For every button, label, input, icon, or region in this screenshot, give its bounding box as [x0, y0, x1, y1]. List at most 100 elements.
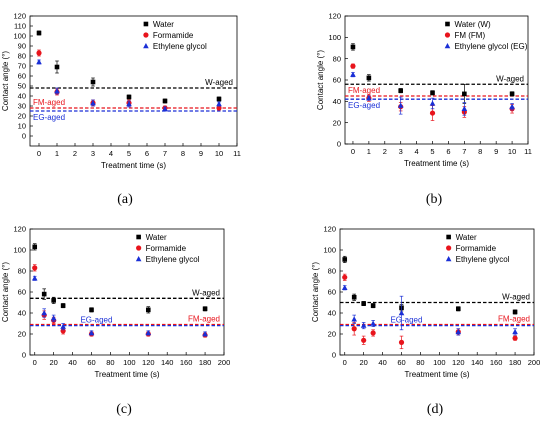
x-tick-label: 60: [87, 358, 95, 367]
y-axis-title: Contact angle (°): [1, 262, 10, 322]
legend-marker: [446, 234, 451, 240]
chart-panel: 0 1 2 3 4 5 6 7 8 9 10 11 0 20 40 60 80 100 120 Treatment t…: [316, 12, 532, 207]
legend-marker: [446, 245, 452, 251]
data-point: [350, 71, 356, 77]
reference-line-label: EG-aged: [348, 101, 380, 110]
x-tick-label: 0: [343, 358, 347, 367]
x-tick-label: 100: [433, 358, 446, 367]
x-tick-label: 160: [180, 358, 193, 367]
data-point: [429, 110, 436, 116]
data-point: [455, 328, 462, 335]
y-tick-label: 0: [22, 132, 26, 141]
data-point: [216, 101, 222, 107]
data-point: [89, 307, 94, 313]
x-tick-label: 100: [123, 358, 136, 367]
panel-label: (a): [117, 192, 133, 207]
y-tick-label: 40: [328, 309, 336, 318]
x-tick-label: 4: [109, 149, 113, 158]
x-tick-label: 20: [359, 358, 367, 367]
y-axis-title: Contact angle (°): [316, 50, 325, 110]
x-tick-label: 6: [145, 149, 149, 158]
legend-label: Ethylene glycol: [153, 42, 207, 51]
data-point: [342, 257, 348, 262]
x-tick-label: 80: [416, 358, 424, 367]
y-tick-label: 60: [328, 288, 336, 297]
x-tick-label: 10: [508, 147, 516, 156]
data-point: [361, 301, 366, 306]
x-tick-label: 4: [415, 147, 419, 156]
data-point: [350, 44, 356, 50]
y-tick-label: 40: [333, 97, 341, 106]
y-tick-label: 30: [18, 102, 26, 111]
x-tick-label: 9: [199, 149, 203, 158]
data-point: [398, 339, 405, 345]
x-tick-label: 10: [215, 149, 223, 158]
legend-marker: [143, 43, 149, 49]
data-point: [341, 284, 348, 290]
data-point: [509, 103, 515, 109]
legend-label: Ethylene glycol: [456, 255, 510, 264]
y-axis-title: Contact angle (°): [311, 262, 320, 322]
data-point: [36, 59, 42, 65]
legend-label: Ethylene glycol (EG): [454, 42, 527, 51]
x-tick-label: 7: [163, 149, 167, 158]
x-tick-label: 6: [446, 147, 450, 156]
x-tick-label: 200: [218, 358, 231, 367]
y-tick-label: 120: [328, 12, 341, 21]
data-point: [126, 101, 132, 107]
data-point: [370, 330, 376, 336]
x-tick-label: 11: [233, 149, 241, 158]
legend-label: Formamide: [146, 244, 187, 253]
x-axis-title: Treatment time (s): [101, 161, 166, 170]
legend-label: Water (W): [454, 20, 490, 29]
data-point: [162, 98, 168, 104]
data-point: [366, 75, 372, 81]
y-tick-label: 70: [18, 62, 26, 71]
y-tick-label: 80: [333, 54, 341, 63]
y-tick-label: 120: [323, 225, 336, 234]
data-point: [351, 326, 357, 332]
x-axis-title: Treatment time (s): [94, 370, 159, 379]
reference-line-label: FM-aged: [33, 98, 65, 107]
data-point: [216, 96, 222, 102]
y-tick-label: 50: [18, 82, 26, 91]
y-tick-label: 100: [13, 32, 26, 41]
panel-label: (d): [427, 402, 444, 417]
legend-marker: [444, 43, 451, 49]
data-point: [351, 294, 357, 300]
x-tick-label: 20: [49, 358, 57, 367]
panel-label: (b): [426, 192, 443, 207]
legend-label: FM (FM): [454, 31, 485, 40]
x-tick-label: 2: [73, 149, 77, 158]
data-point: [512, 328, 518, 335]
x-tick-label: 1: [55, 149, 59, 158]
y-tick-label: 100: [13, 246, 26, 255]
legend-marker: [445, 21, 450, 27]
x-tick-label: 80: [106, 358, 114, 367]
data-point: [462, 91, 467, 97]
data-point: [88, 329, 95, 336]
data-point: [32, 265, 38, 271]
data-point: [162, 106, 168, 112]
legend-label: Ethylene glycol: [146, 255, 200, 264]
x-tick-label: 200: [528, 358, 541, 367]
data-point: [370, 303, 376, 308]
reference-line-label: FM-aged: [188, 315, 220, 324]
plot-frame: [29, 15, 238, 147]
data-point: [351, 316, 357, 322]
data-point: [41, 310, 47, 316]
chart-panel: 0 20 40 60 80 100 120 140 160 180 200 0 20 40 60 80 100 1…: [1, 225, 230, 417]
x-tick-label: 120: [142, 358, 155, 367]
data-point: [202, 306, 208, 312]
data-point: [455, 306, 461, 312]
data-point: [145, 307, 151, 313]
y-tick-label: 120: [13, 12, 26, 21]
y-tick-label: 60: [18, 288, 26, 297]
data-point: [398, 310, 405, 316]
x-tick-label: 3: [399, 147, 403, 156]
y-tick-label: 10: [18, 122, 26, 131]
x-axis-title: Treatment time (s): [404, 159, 469, 168]
legend-label: Water: [153, 20, 174, 29]
chart-panel: 0 1 2 3 4 5 6 7 8 9 10 1101020304050607080901001101…: [1, 12, 241, 207]
